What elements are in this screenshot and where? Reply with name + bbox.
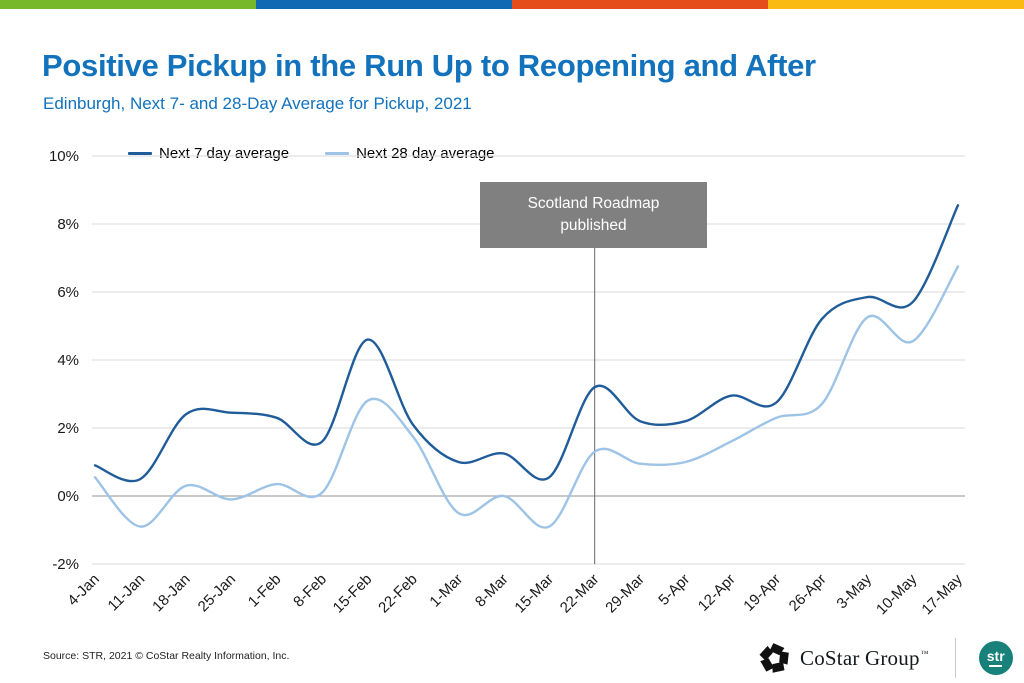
x-axis-tick-label: 8-Feb (290, 571, 330, 611)
brand-color-bar (0, 0, 1024, 9)
costar-logo-wordmark: CoStar Group (800, 645, 920, 670)
y-axis-tick-label: 6% (57, 284, 79, 301)
y-axis-tick-label: 2% (57, 420, 79, 437)
x-axis-tick-label: 22-Feb (375, 571, 421, 617)
y-axis-tick-label: 10% (49, 148, 79, 165)
x-axis-tick-label: 8-Mar (472, 571, 512, 611)
trademark-symbol: ™ (920, 648, 929, 658)
x-axis-tick-label: 22-Mar (557, 571, 603, 617)
y-axis-tick-label: 4% (57, 352, 79, 369)
brand-color-segment (768, 0, 1024, 9)
legend-swatch (325, 152, 350, 155)
x-axis-tick-label: 25-Jan (195, 571, 239, 615)
x-axis-tick-label: 3-May (833, 570, 875, 612)
y-axis-tick-label: 8% (57, 216, 79, 233)
brand-color-segment (0, 0, 256, 9)
x-axis-tick-label: 26-Apr (786, 571, 830, 615)
legend-label: Next 7 day average (159, 145, 290, 162)
y-axis-tick-label: 0% (57, 488, 79, 505)
legend-item: Next 7 day average (128, 145, 289, 162)
annotation-text-line1: Scotland Roadmap (527, 194, 660, 212)
footer-logos: CoStar Group™ str (758, 637, 1013, 679)
str-logo: str (978, 641, 1013, 675)
costar-logo-text: CoStar Group™ (800, 646, 929, 671)
chart-legend: Next 7 day average Next 28 day average (128, 145, 495, 162)
legend-swatch (128, 152, 152, 155)
pinwheel-blade (779, 650, 789, 665)
str-logo-text: str (986, 648, 1005, 664)
x-axis-tick-label: 10-May (873, 570, 921, 618)
costar-pinwheel-icon (759, 642, 789, 673)
page-title: Positive Pickup in the Run Up to Reopeni… (42, 48, 816, 83)
annotation-text-line2: published (560, 217, 627, 234)
series-line-next-28-day (93, 265, 960, 529)
y-axis-tick-label: -2% (52, 556, 79, 573)
x-axis-tick-label: 19-Apr (740, 571, 784, 615)
x-axis-tick-label: 5-Apr (655, 571, 693, 609)
pinwheel-blade (772, 661, 785, 673)
page-subtitle: Edinburgh, Next 7- and 28-Day Average fo… (43, 94, 472, 113)
annotation-box: Scotland Roadmap published (480, 182, 707, 248)
x-axis-tick-label: 4-Jan (64, 571, 103, 610)
series-line-next-7-day (93, 204, 960, 483)
legend-label: Next 28 day average (356, 145, 495, 162)
brand-color-segment (256, 0, 512, 9)
x-axis-tick-label: 18-Jan (149, 571, 193, 615)
x-axis-tick-label: 15-Feb (330, 571, 376, 617)
x-axis-tick-label: 15-Mar (511, 571, 557, 617)
pinwheel-blade (760, 657, 774, 672)
x-axis-tick-label: 29-Mar (602, 571, 648, 617)
legend-item: Next 28 day average (325, 145, 495, 162)
x-axis-tick-label: 11-Jan (105, 571, 149, 615)
str-logo-underline (989, 665, 1003, 667)
pinwheel-blade (759, 645, 773, 661)
source-note: Source: STR, 2021 © CoStar Realty Inform… (43, 650, 290, 662)
brand-color-segment (512, 0, 768, 9)
x-axis-tick-label: 1-Feb (245, 571, 285, 611)
footer-divider (954, 638, 956, 678)
x-axis-tick-label: 17-May (918, 570, 966, 618)
x-axis-tick-label: 1-Mar (426, 571, 466, 611)
x-axis-tick-label: 12-Apr (695, 571, 739, 615)
